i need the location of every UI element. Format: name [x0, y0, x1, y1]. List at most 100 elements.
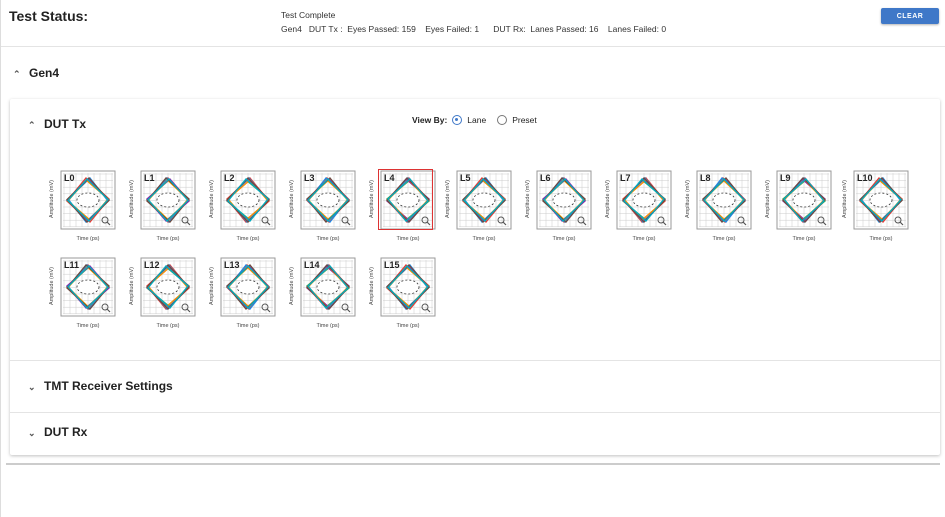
lane-label: L1 [144, 173, 155, 183]
eye-diagram-l10[interactable]: L10 Amplitude (mV) Time (ps) [841, 170, 913, 250]
x-axis-label: Time (ps) [236, 236, 260, 242]
y-axis-label: Amplitude (mV) [369, 180, 375, 218]
x-axis-label: Time (ps) [76, 323, 100, 329]
lane-label: L9 [780, 173, 791, 183]
status-summary: Gen4 DUT Tx : Eyes Passed: 159 Eyes Fail… [281, 24, 667, 34]
selected-highlight [378, 169, 433, 230]
eye-diagram-l8[interactable]: L8 Amplitude (mV) Time (ps) [684, 170, 756, 250]
x-axis-label: Time (ps) [76, 236, 100, 242]
eye-plot [776, 170, 832, 230]
dut-tx-header[interactable]: ⌃ DUT Tx [28, 117, 86, 131]
lane-label: L4 [384, 173, 395, 183]
eye-diagram-l6[interactable]: L6 Amplitude (mV) Time (ps) [524, 170, 596, 250]
x-axis-label: Time (ps) [472, 236, 496, 242]
divider [6, 463, 940, 465]
eye-diagram-l15[interactable]: L15 Amplitude (mV) Time (ps) [368, 257, 440, 337]
lane-label: L15 [384, 260, 400, 270]
eye-diagram-l11[interactable]: L11 Amplitude (mV) Time (ps) [48, 257, 120, 337]
eye-plot [220, 170, 276, 230]
gen4-card: ⌃ DUT Tx View By: Lane Preset L0 Amplitud… [10, 99, 940, 455]
y-axis-label: Amplitude (mV) [289, 180, 295, 218]
lane-label: L7 [620, 173, 631, 183]
zoom-icon [737, 216, 745, 224]
zoom-icon [894, 216, 902, 224]
radio-preset[interactable] [497, 115, 508, 125]
tmt-label: TMT Receiver Settings [44, 379, 173, 393]
zoom-icon [341, 303, 349, 311]
lane-label: L13 [224, 260, 240, 270]
y-axis-label: Amplitude (mV) [209, 180, 215, 218]
y-axis-label: Amplitude (mV) [842, 180, 848, 218]
lane-label: L12 [144, 260, 160, 270]
divider [1, 46, 945, 47]
zoom-icon [657, 216, 665, 224]
eye-diagram-l4[interactable]: L4 Amplitude (mV) Time (ps) [368, 169, 440, 250]
radio-lane-label[interactable]: Lane [467, 115, 487, 125]
eye-plot [380, 257, 436, 317]
lane-label: L14 [304, 260, 320, 270]
eye-diagram-l0[interactable]: L0 Amplitude (mV) Time (ps) [48, 170, 120, 250]
tmt-receiver-settings-header[interactable]: ⌄ TMT Receiver Settings [28, 379, 173, 393]
test-status-title: Test Status: [9, 8, 89, 24]
eye-diagram-l5[interactable]: L5 Amplitude (mV) Time (ps) [444, 170, 516, 250]
eye-plot [140, 170, 196, 230]
eye-diagram-l3[interactable]: L3 Amplitude (mV) Time (ps) [288, 170, 360, 250]
zoom-icon [421, 216, 429, 224]
y-axis-label: Amplitude (mV) [765, 180, 771, 218]
eye-plot [60, 170, 116, 230]
zoom-icon [181, 303, 189, 311]
y-axis-label: Amplitude (mV) [129, 267, 135, 305]
status-message: Test Complete [281, 10, 336, 20]
eye-diagram-l12[interactable]: L12 Amplitude (mV) Time (ps) [128, 257, 200, 337]
divider [10, 360, 940, 361]
eye-plot [536, 170, 592, 230]
y-axis-label: Amplitude (mV) [129, 180, 135, 218]
x-axis-label: Time (ps) [156, 236, 180, 242]
eye-plot [456, 170, 512, 230]
x-axis-label: Time (ps) [869, 236, 893, 242]
x-axis-label: Time (ps) [316, 236, 340, 242]
zoom-icon [261, 216, 269, 224]
gen4-section-header[interactable]: ⌃ Gen4 [13, 66, 59, 80]
divider [10, 412, 940, 413]
lane-label: L2 [224, 173, 235, 183]
eye-diagram-l7[interactable]: L7 Amplitude (mV) Time (ps) [604, 170, 676, 250]
x-axis-label: Time (ps) [632, 236, 656, 242]
eye-diagram-l2[interactable]: L2 Amplitude (mV) Time (ps) [208, 170, 280, 250]
lane-label: L3 [304, 173, 315, 183]
eye-diagram-l9[interactable]: L9 Amplitude (mV) Time (ps) [764, 170, 836, 250]
eye-plot [140, 257, 196, 317]
chevron-down-icon: ⌄ [28, 428, 36, 438]
x-axis-label: Time (ps) [316, 323, 340, 329]
eye-plot [696, 170, 752, 230]
x-axis-label: Time (ps) [236, 323, 260, 329]
eye-plot [300, 170, 356, 230]
clear-button[interactable]: CLEAR [881, 8, 939, 24]
radio-lane[interactable] [452, 115, 463, 125]
chevron-down-icon: ⌄ [28, 382, 36, 392]
view-by-group: View By: Lane Preset [412, 115, 537, 125]
x-axis-label: Time (ps) [712, 236, 736, 242]
eye-diagram-l13[interactable]: L13 Amplitude (mV) Time (ps) [208, 257, 280, 337]
zoom-icon [497, 216, 505, 224]
y-axis-label: Amplitude (mV) [525, 180, 531, 218]
chevron-up-icon: ⌃ [28, 120, 36, 130]
y-axis-label: Amplitude (mV) [445, 180, 451, 218]
eye-plot [380, 170, 436, 230]
eye-diagram-l14[interactable]: L14 Amplitude (mV) Time (ps) [288, 257, 360, 337]
eye-plot [300, 257, 356, 317]
lane-label: L11 [64, 260, 80, 270]
dut-rx-label: DUT Rx [44, 425, 88, 439]
eye-plot [60, 257, 116, 317]
dut-rx-header[interactable]: ⌄ DUT Rx [28, 425, 87, 439]
gen4-label: Gen4 [29, 66, 60, 80]
x-axis-label: Time (ps) [396, 323, 420, 329]
y-axis-label: Amplitude (mV) [369, 267, 375, 305]
y-axis-label: Amplitude (mV) [605, 180, 611, 218]
lane-label: L6 [540, 173, 551, 183]
eye-diagram-l1[interactable]: L1 Amplitude (mV) Time (ps) [128, 170, 200, 250]
eye-plot [616, 170, 672, 230]
zoom-icon [261, 303, 269, 311]
radio-preset-label[interactable]: Preset [512, 115, 537, 125]
eye-plot [220, 257, 276, 317]
